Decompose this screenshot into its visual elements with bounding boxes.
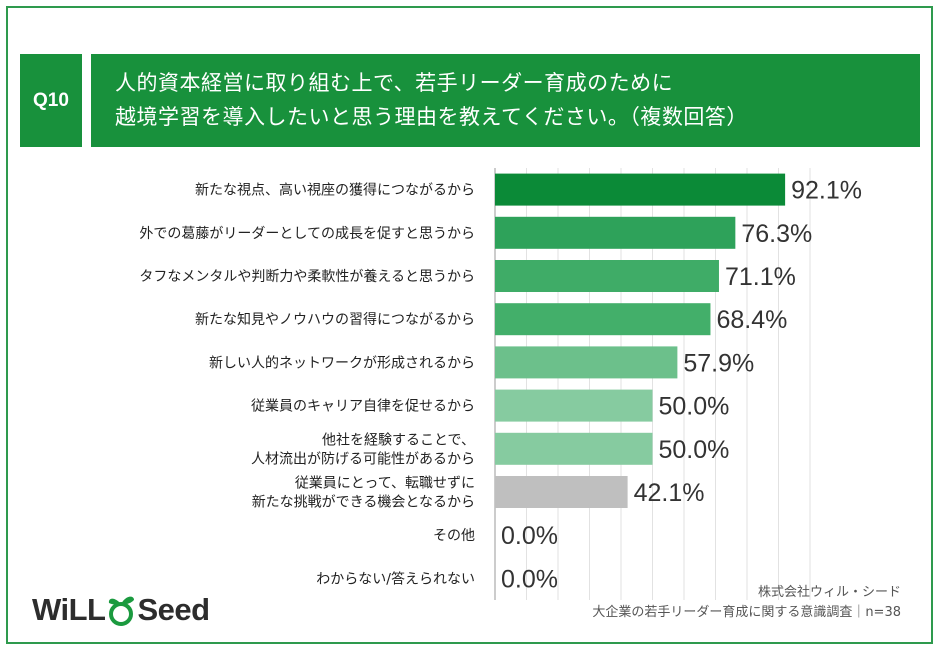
outer-frame xyxy=(6,6,933,644)
bar xyxy=(495,432,653,465)
source-company: 株式会社ウィル・シード xyxy=(757,585,901,600)
value-label: 76.3% xyxy=(741,220,812,248)
category-label: 人材流出が防げる可能性があるから xyxy=(251,451,475,467)
logo-text-right: Seed xyxy=(137,592,210,627)
value-label: 92.1% xyxy=(791,177,862,205)
chart-category-labels: 新たな視点、高い視座の獲得につながるから外での葛藤がリーダーとしての成長を促すと… xyxy=(139,182,475,588)
category-label: 従業員のキャリア自律を促せるから xyxy=(251,399,475,415)
question-text: 人的資本経営に取り組む上で、若手リーダー育成のために 越境学習を導入したいと思う… xyxy=(91,54,920,147)
bar xyxy=(495,303,711,336)
question-number: Q10 xyxy=(20,54,82,147)
bar xyxy=(495,216,736,249)
category-label: 新たな挑戦ができる機会となるから xyxy=(252,495,475,511)
logo-text-left: WiLL xyxy=(32,592,106,627)
sprout-icon xyxy=(109,596,135,626)
category-label: 外での葛藤がリーダーとしての成長を促すと思うから xyxy=(139,226,475,242)
willseed-logo: WiLL Seed xyxy=(32,590,210,630)
bar xyxy=(495,389,653,422)
category-label: 他社を経験することで、 xyxy=(322,432,475,448)
bar xyxy=(495,476,628,508)
value-label: 57.9% xyxy=(683,349,754,377)
question-line-2: 越境学習を導入したいと思う理由を教えてください。（複数回答） xyxy=(115,105,748,129)
category-label: 新しい人的ネットワークが形成されるから xyxy=(209,355,475,371)
category-label: その他 xyxy=(433,528,475,544)
category-label: 従業員にとって、転職せずに xyxy=(295,476,475,492)
bar xyxy=(495,346,678,379)
source-survey: 大企業の若手リーダー育成に関する意識調査｜n=38 xyxy=(592,605,901,620)
category-label: タフなメンタルや判断力や柔軟性が養えると思うから xyxy=(139,268,475,285)
value-label: 68.4% xyxy=(716,306,787,334)
category-label: 新たな視点、高い視座の獲得につながるから xyxy=(195,182,475,199)
value-label: 42.1% xyxy=(634,479,705,507)
value-label: 0.0% xyxy=(501,565,558,593)
source-note: 株式会社ウィル・シード 大企業の若手リーダー育成に関する意識調査｜n=38 xyxy=(592,583,901,623)
value-label: 71.1% xyxy=(725,263,796,291)
bar xyxy=(495,173,786,206)
question-line-1: 人的資本経営に取り組む上で、若手リーダー育成のために xyxy=(115,71,674,95)
category-label: わからない/答えられない xyxy=(316,570,475,587)
chart-value-labels: 92.1% 76.3% 71.1% 68.4% 57.9% 50.0% 50.0% 42.1%… xyxy=(501,177,862,594)
value-label: 0.0% xyxy=(501,522,558,550)
bar xyxy=(495,260,719,292)
value-label: 50.0% xyxy=(659,393,730,421)
value-label: 50.0% xyxy=(659,436,730,464)
category-label: 新たな知見やノウハウの習得につながるから xyxy=(195,311,475,328)
chart-bars xyxy=(495,173,786,508)
